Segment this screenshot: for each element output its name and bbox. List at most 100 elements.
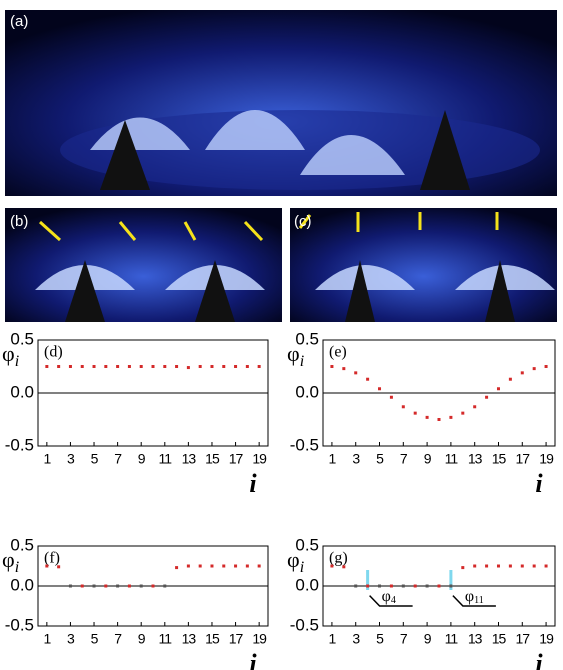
- x-tick-label: 11: [445, 631, 459, 647]
- point: [45, 365, 49, 368]
- x-tick-label: 7: [400, 631, 408, 647]
- panel-label: (a): [10, 13, 28, 30]
- point: [532, 367, 536, 371]
- annotation: φ11: [465, 588, 484, 607]
- point: [57, 365, 61, 368]
- point: [449, 584, 453, 588]
- x-axis-label: i: [249, 649, 257, 670]
- point: [163, 365, 167, 368]
- y-tick-label: 0.5: [295, 535, 319, 554]
- annotation-symbol: φ: [382, 588, 391, 605]
- panel-label: (f): [44, 550, 60, 567]
- point: [413, 411, 417, 415]
- point: [175, 566, 179, 570]
- x-tick-label: 3: [67, 451, 75, 467]
- point: [210, 564, 214, 568]
- panel-label: (g): [329, 550, 348, 567]
- point: [496, 387, 500, 391]
- point: [127, 365, 131, 368]
- x-tick-label: 9: [424, 631, 432, 647]
- point: [425, 584, 429, 588]
- point: [354, 584, 358, 588]
- y-tick-label: 0.0: [10, 382, 34, 401]
- x-tick-label: 1: [43, 631, 51, 647]
- point: [175, 365, 179, 368]
- point: [80, 584, 84, 588]
- point: [139, 365, 143, 368]
- point: [210, 365, 214, 368]
- point: [330, 564, 334, 568]
- x-tick-label: 5: [91, 451, 99, 467]
- highlight-bar: [366, 570, 370, 590]
- x-tick-label: 19: [252, 631, 267, 647]
- point: [508, 564, 512, 568]
- point: [92, 584, 96, 588]
- x-tick-label: 9: [424, 451, 432, 467]
- point: [186, 366, 190, 370]
- point: [57, 565, 61, 569]
- y-axis-symbol: φ: [287, 341, 300, 366]
- x-tick-label: 19: [252, 451, 267, 467]
- point: [116, 365, 120, 368]
- photo-c: (c): [290, 208, 557, 322]
- y-axis-label: φi: [2, 341, 19, 370]
- y-tick-label: -0.5: [5, 615, 34, 634]
- point: [116, 584, 120, 588]
- y-axis-symbol: φ: [287, 547, 300, 572]
- x-tick-label: 1: [329, 631, 337, 647]
- x-tick-label: 15: [205, 631, 220, 647]
- point: [198, 365, 202, 368]
- x-tick-label: 5: [91, 631, 99, 647]
- point: [257, 365, 261, 368]
- point: [437, 418, 441, 421]
- point: [342, 367, 346, 371]
- y-tick-label: 0.5: [295, 329, 319, 348]
- x-tick-label: 13: [182, 631, 197, 647]
- point: [45, 564, 49, 568]
- point: [354, 371, 358, 375]
- point: [366, 377, 370, 381]
- point: [68, 365, 72, 368]
- point: [544, 564, 548, 568]
- y-tick-label: -0.5: [5, 435, 34, 454]
- point: [461, 566, 465, 570]
- y-tick-label: 0.0: [295, 575, 319, 594]
- highlight-bar: [449, 570, 453, 590]
- x-tick-label: 7: [400, 451, 408, 467]
- point: [257, 564, 261, 568]
- point: [151, 365, 155, 368]
- y-tick-label: 0.0: [295, 382, 319, 401]
- y-tick-label: -0.5: [290, 435, 319, 454]
- x-tick-label: 13: [182, 451, 197, 467]
- x-tick-label: 3: [352, 451, 360, 467]
- point: [330, 365, 334, 368]
- x-tick-label: 1: [329, 451, 337, 467]
- x-tick-label: 15: [492, 631, 507, 647]
- x-tick-label: 13: [468, 451, 483, 467]
- point: [485, 564, 489, 568]
- y-axis-subscript: i: [15, 353, 19, 370]
- annotation-subscript: 11: [474, 595, 484, 606]
- y-axis-label: φi: [287, 547, 304, 576]
- point: [378, 584, 382, 588]
- point: [222, 365, 226, 368]
- x-axis-label: i: [535, 649, 543, 670]
- x-tick-label: 1: [43, 451, 51, 467]
- x-tick-label: 11: [159, 451, 173, 467]
- y-tick-label: 0.5: [10, 329, 34, 348]
- x-axis-label: i: [249, 469, 257, 498]
- x-tick-label: 5: [376, 451, 384, 467]
- point: [473, 405, 477, 409]
- y-axis-subscript: i: [15, 559, 19, 576]
- panel-label: (e): [329, 344, 347, 361]
- photo-b: (b): [5, 208, 282, 322]
- x-tick-label: 9: [138, 451, 146, 467]
- point: [342, 565, 346, 569]
- x-tick-label: 13: [468, 631, 483, 647]
- x-tick-label: 11: [159, 631, 173, 647]
- point: [68, 584, 72, 588]
